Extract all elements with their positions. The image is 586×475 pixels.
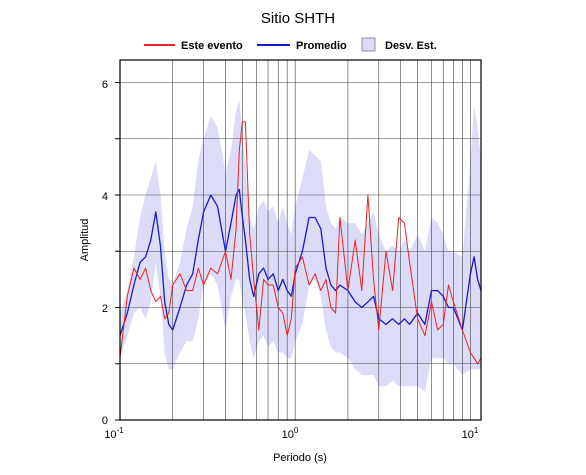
std-band — [120, 99, 481, 392]
legend-label-este-evento: Este evento — [181, 40, 243, 52]
x-tick-label: 101 — [462, 426, 479, 441]
legend-swatch-desv-est — [361, 37, 376, 52]
legend-label-desv-est: Desv. Est. — [385, 40, 437, 52]
std-band-layer — [120, 99, 481, 392]
y-tick-labels: 0 2 4 6 — [102, 79, 108, 427]
chart-title: Sitio SHTH — [261, 10, 335, 27]
series-line-promedio — [119, 188, 482, 336]
y-tick-label: 6 — [102, 79, 108, 91]
x-tick-label: 100 — [282, 426, 299, 441]
series-line-este-evento — [119, 121, 482, 365]
legend-label-promedio: Promedio — [296, 40, 347, 52]
y-axis-label: Amplitud — [79, 219, 91, 262]
y-tick-label: 4 — [102, 191, 108, 203]
y-tick-label: 0 — [102, 415, 108, 427]
x-tick-label: 10-1 — [104, 426, 124, 441]
series-layer — [119, 121, 482, 365]
x-tick-labels: 10-1 100 101 — [104, 426, 479, 441]
y-tick-label: 2 — [102, 303, 108, 315]
x-axis-label: Periodo (s) — [273, 452, 327, 464]
legend: Este evento Promedio Desv. Est. — [144, 37, 437, 52]
grid-layer — [115, 60, 481, 421]
plot-frame — [119, 59, 482, 421]
